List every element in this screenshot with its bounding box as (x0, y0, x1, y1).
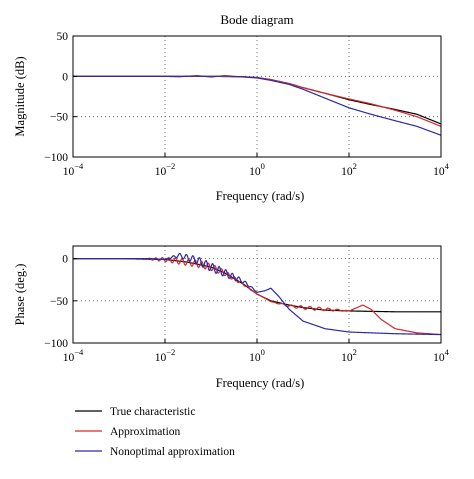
magnitude-ytick-label: −50 (50, 112, 68, 124)
magnitude-plot: 10−4 10−2 100 102 104 −100 −50 0 50 Frequency (ra… (13, 31, 450, 203)
phase-ylabel: Phase (deg.) (13, 264, 27, 326)
phase-ytick-label: −100 (44, 338, 68, 350)
legend-label-approximation: Approximation (110, 426, 181, 438)
phase-xtick-label: 10−4 (63, 347, 84, 364)
magnitude-xtick-label: 102 (341, 161, 357, 178)
magnitude-ylabel: Magnitude (dB) (13, 56, 27, 136)
magnitude-ytick-label: 0 (62, 71, 68, 83)
phase-ytick-label: 0 (62, 254, 68, 266)
magnitude-xlabel: Frequency (rad/s) (216, 189, 305, 203)
magnitude-ytick-label: 50 (57, 31, 69, 43)
legend: True characteristic Approximation Nonopt… (75, 406, 235, 458)
magnitude-xtick-label: 10−2 (155, 161, 176, 178)
phase-xtick-label: 10−2 (155, 347, 176, 364)
magnitude-xtick-label: 104 (433, 161, 450, 178)
legend-label-nonoptimal: Nonoptimal approximation (110, 446, 235, 458)
phase-xtick-label: 104 (433, 347, 450, 364)
chart-title: Bode diagram (220, 12, 293, 27)
magnitude-series-nonoptimal-approximation (73, 75, 441, 136)
phase-ytick-label: −50 (50, 296, 68, 308)
magnitude-xtick-label: 10−4 (63, 161, 84, 178)
phase-xtick-label: 102 (341, 347, 357, 364)
phase-series-approximation (73, 256, 441, 336)
phase-series-nonoptimal-approximation (73, 252, 441, 336)
phase-xlabel: Frequency (rad/s) (216, 376, 305, 390)
magnitude-xtick-label: 100 (249, 161, 265, 178)
legend-label-true: True characteristic (110, 406, 195, 418)
phase-xtick-label: 100 (249, 347, 265, 364)
magnitude-ytick-label: −100 (44, 152, 68, 164)
phase-plot: 10−4 10−2 100 102 104 −100 −50 0 Frequency (rad/… (13, 245, 450, 390)
